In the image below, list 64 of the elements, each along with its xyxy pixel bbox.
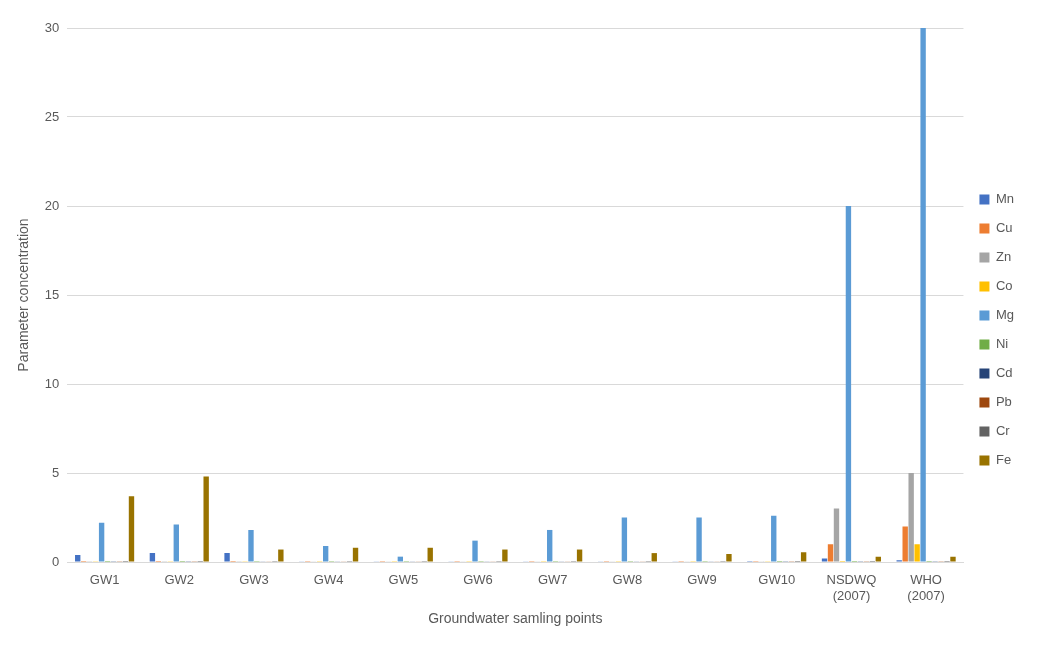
bar: [821, 558, 828, 562]
x-tick-label: GW7: [537, 572, 568, 588]
bar: [248, 529, 254, 562]
bar: [502, 549, 508, 562]
bar: [128, 496, 135, 562]
bar: [427, 547, 433, 562]
x-tick-label: GW3: [239, 572, 269, 588]
legend-label: Mn: [995, 191, 1014, 207]
bar: [75, 554, 81, 562]
x-tick-label: NSDWQ (2007): [826, 572, 877, 603]
legend-label: Pb: [995, 394, 1012, 410]
bar: [950, 556, 956, 562]
legend-label: Mg: [995, 307, 1014, 323]
legend-label: Zn: [995, 249, 1012, 265]
bar: [914, 544, 920, 562]
legend-label: Cr: [995, 423, 1011, 439]
bar: [322, 545, 329, 562]
bar: [800, 552, 807, 562]
bar: [651, 553, 657, 562]
bar: [845, 206, 852, 562]
bar: [696, 517, 702, 562]
bar: [771, 515, 777, 562]
x-tick-label: GW5: [388, 572, 419, 588]
legend-label: Cu: [995, 220, 1013, 236]
x-tick-label: GW1: [89, 572, 120, 588]
y-tick-label: 5: [52, 464, 60, 480]
bar: [278, 549, 284, 562]
bar: [149, 553, 156, 562]
bar: [833, 508, 840, 562]
y-tick-label: 30: [44, 19, 60, 35]
y-tick-label: 20: [44, 197, 60, 213]
bar: [352, 547, 359, 562]
legend-label: Fe: [995, 452, 1012, 468]
y-tick-label: 10: [44, 375, 60, 391]
bar: [173, 524, 179, 562]
bar: [902, 526, 908, 562]
bar: [576, 549, 583, 562]
bar: [621, 517, 628, 562]
x-tick-label: GW10: [758, 572, 796, 588]
legend-label: Co: [995, 278, 1013, 294]
bar: [203, 476, 209, 562]
x-tick-label: GW2: [164, 572, 195, 588]
legend-label: Cd: [995, 365, 1013, 381]
bar: [224, 553, 230, 562]
bar: [875, 556, 881, 562]
y-axis-title: Parameter concentration: [15, 218, 32, 372]
bar: [547, 529, 553, 562]
x-tick-label: GW9: [687, 572, 717, 588]
bar: [98, 522, 105, 562]
x-axis-title: Groundwater samling points: [428, 610, 603, 627]
bar: [472, 540, 478, 562]
x-tick-label: WHO (2007): [907, 572, 945, 603]
x-tick-label: GW8: [612, 572, 643, 588]
bar: [908, 473, 914, 562]
bar: [920, 28, 926, 562]
x-tick-label: GW4: [313, 572, 344, 588]
y-tick-label: 15: [44, 286, 60, 302]
x-tick-label: GW6: [463, 572, 493, 588]
legend-label: Ni: [995, 336, 1009, 352]
y-tick-label: 0: [52, 553, 60, 569]
bar: [827, 544, 834, 562]
bar: [726, 553, 732, 562]
bar: [397, 556, 404, 562]
y-tick-label: 25: [44, 108, 60, 124]
